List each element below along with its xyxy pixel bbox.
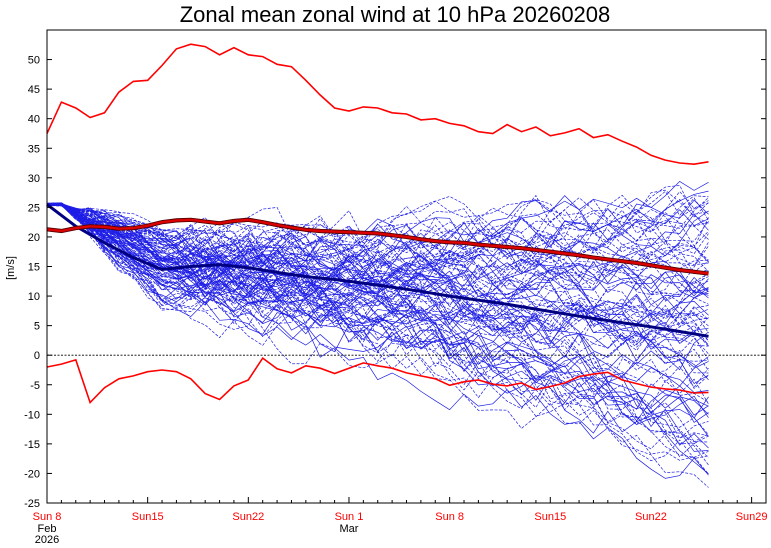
y-axis-label: [m/s] (5, 256, 17, 280)
y-tick-label: 45 (28, 84, 40, 96)
ensemble-member-line (46, 203, 709, 466)
ensemble-member-line (46, 189, 709, 263)
x-tick-sublabel: Feb (38, 523, 57, 535)
ensemble-member-line (46, 204, 709, 288)
chart-title: Zonal mean zonal wind at 10 hPa 20260208 (180, 2, 611, 27)
ensemble-member-line (46, 202, 709, 415)
x-tick-label: Sun 1 (335, 511, 364, 523)
ensemble-member-line (46, 203, 709, 384)
ensemble-member-line (46, 198, 709, 258)
x-tick-label: Sun 8 (33, 511, 62, 523)
y-tick-label: 5 (34, 321, 40, 333)
y-tick-label: 0 (34, 350, 40, 362)
ensemble-member-line (46, 203, 709, 378)
y-tick-label: 30 (28, 173, 40, 185)
ensemble-member-line (46, 203, 709, 380)
y-tick-label: 35 (28, 143, 40, 155)
ensemble-member-line (46, 203, 709, 458)
ensemble-member-line (46, 203, 709, 297)
x-tick-label: Sun29 (736, 511, 768, 523)
ensemble-member-line (46, 199, 709, 280)
ensemble-member-line (46, 202, 709, 368)
ensemble-member-line (46, 204, 709, 475)
y-tick-label: 25 (28, 202, 40, 214)
x-tick-label: Sun22 (232, 511, 264, 523)
ensemble-member-line (46, 205, 709, 266)
x-tick-sublabel: Mar (340, 523, 359, 535)
ensemble-member-line (46, 204, 709, 294)
y-tick-label: -25 (24, 498, 40, 510)
ensemble-member-line (47, 203, 709, 276)
ensemble-member-line (46, 203, 709, 475)
ensemble-member-line (46, 202, 709, 390)
ensemble-member-line (47, 203, 709, 342)
ensemble-member-line (46, 203, 709, 435)
ensemble-member-line (46, 204, 709, 387)
climatology-max-line (46, 43, 709, 166)
y-tick-label: 10 (28, 291, 40, 303)
ensemble-member-line (46, 204, 709, 328)
ensemble-member-line (46, 204, 709, 443)
ensemble-member-line (46, 204, 709, 280)
axes (46, 29, 767, 504)
y-tick-label: -5 (30, 380, 40, 392)
ensemble-member-line (46, 202, 709, 301)
ensemble-member-line (46, 204, 709, 479)
climatology-min-line (46, 356, 709, 404)
ensemble-member-line (46, 204, 709, 329)
ensemble-member-line (46, 203, 709, 282)
climatology-mean-line (46, 218, 709, 275)
ensemble-member-line (46, 191, 709, 270)
ensemble-member-line (46, 197, 709, 275)
y-tick-label: 15 (28, 262, 40, 274)
ensemble-member-line (46, 203, 709, 261)
ensemble-member-line (46, 204, 709, 326)
y-tick-label: 40 (28, 114, 40, 126)
ensemble-member-line (46, 204, 709, 344)
ensemble-member-line (46, 204, 709, 459)
y-tick-label: 50 (28, 55, 40, 67)
x-tick-label: Sun15 (534, 511, 566, 523)
ensemble-members (46, 180, 709, 488)
y-tick-label: -20 (24, 468, 40, 480)
ensemble-member-line (46, 203, 709, 347)
ensemble-member-line (46, 203, 709, 299)
x-tick-label: Sun15 (132, 511, 164, 523)
y-tick-label: -15 (24, 439, 40, 451)
ensemble-member-line (46, 202, 709, 312)
ensemble-mean-line (46, 203, 709, 338)
ensemble-member-line (46, 204, 709, 273)
ensemble-member-line (46, 204, 709, 355)
x-tick-sublabel: 2026 (35, 534, 59, 546)
ensemble-member-line (46, 203, 709, 350)
ensemble-member-line (46, 204, 709, 407)
climatology-lines (46, 43, 709, 404)
x-tick-label: Sun22 (635, 511, 667, 523)
ensemble-member-line (46, 203, 709, 306)
y-tick-labels: -25 -20 -15 -10 -5 0 5 10 15 20 25 30 35 40 45 50 (24, 55, 40, 510)
ensemble-member-line (46, 203, 709, 322)
y-tick-label: 20 (28, 232, 40, 244)
x-tick-label: Sun 8 (435, 511, 464, 523)
ensemble-member-line (47, 204, 709, 488)
y-tick-label: -10 (24, 409, 40, 421)
ensemble-member-line (46, 203, 709, 347)
ensemble-member-line (46, 203, 709, 315)
ensemble-member-line (46, 203, 709, 458)
